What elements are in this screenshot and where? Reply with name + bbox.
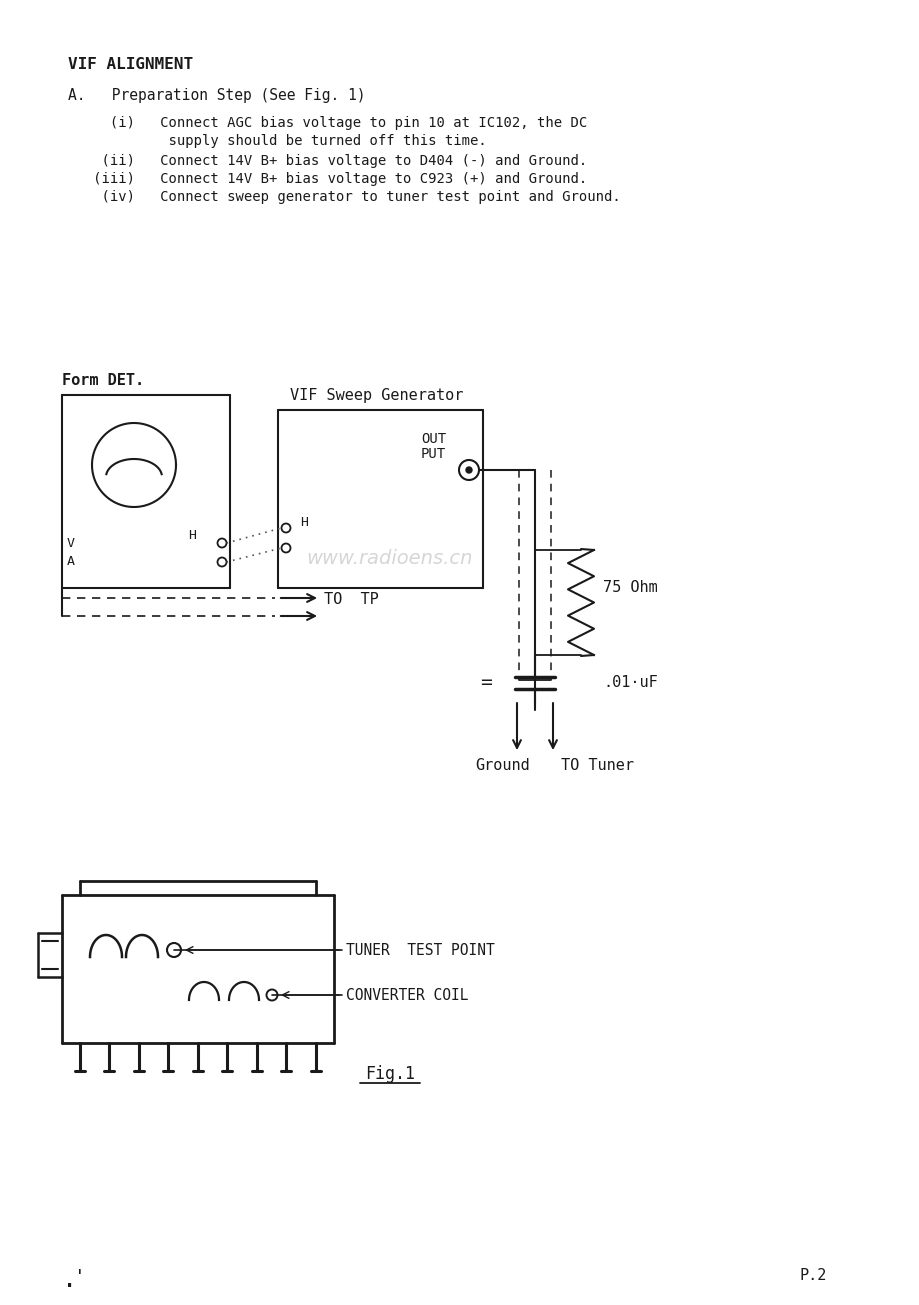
Text: (ii)   Connect 14V B+ bias voltage to D404 (-) and Ground.: (ii) Connect 14V B+ bias voltage to D404…	[68, 154, 586, 168]
Text: Fig.1: Fig.1	[365, 1065, 414, 1083]
Text: CONVERTER COIL: CONVERTER COIL	[346, 988, 468, 1004]
Text: www.radioens.cn: www.radioens.cn	[306, 548, 472, 568]
Text: 75 Ohm: 75 Ohm	[602, 579, 657, 595]
Text: H: H	[187, 529, 196, 542]
Text: TO  TP: TO TP	[323, 592, 379, 607]
Text: supply should be turned off this time.: supply should be turned off this time.	[68, 134, 486, 147]
Text: (iv)   Connect sweep generator to tuner test point and Ground.: (iv) Connect sweep generator to tuner te…	[68, 191, 620, 204]
Text: ': '	[74, 1268, 85, 1287]
Text: V: V	[67, 536, 75, 549]
Circle shape	[466, 467, 471, 472]
Text: OUT: OUT	[421, 432, 446, 446]
Text: TO Tuner: TO Tuner	[561, 758, 633, 773]
Text: VIF Sweep Generator: VIF Sweep Generator	[289, 388, 463, 403]
Text: (i)   Connect AGC bias voltage to pin 10 at IC102, the DC: (i) Connect AGC bias voltage to pin 10 a…	[68, 116, 586, 130]
Text: VIF ALIGNMENT: VIF ALIGNMENT	[68, 57, 193, 72]
Text: .: .	[62, 1268, 77, 1292]
Text: =: =	[480, 673, 492, 692]
Text: (iii)   Connect 14V B+ bias voltage to C923 (+) and Ground.: (iii) Connect 14V B+ bias voltage to C92…	[68, 172, 586, 187]
Text: P.2: P.2	[800, 1268, 826, 1283]
Text: H: H	[300, 515, 308, 529]
Text: A.   Preparation Step (See Fig. 1): A. Preparation Step (See Fig. 1)	[68, 87, 365, 103]
Text: Form DET.: Form DET.	[62, 373, 144, 388]
Text: A: A	[67, 555, 75, 568]
Text: TUNER  TEST POINT: TUNER TEST POINT	[346, 944, 494, 958]
Text: .01·uF: .01·uF	[602, 675, 657, 690]
Text: PUT: PUT	[421, 448, 446, 461]
Text: Ground: Ground	[474, 758, 529, 773]
